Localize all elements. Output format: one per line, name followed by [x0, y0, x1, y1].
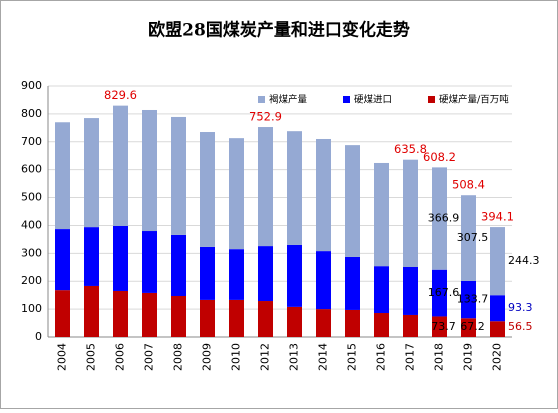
bar-segment — [171, 116, 186, 235]
bar-segment — [200, 246, 215, 300]
bar-segment — [490, 227, 505, 296]
y-tick-label: 600 — [21, 163, 42, 176]
x-tick-label: 2019 — [462, 343, 475, 371]
bar-segment — [113, 290, 128, 337]
bar-segment — [229, 249, 244, 300]
bar-segment — [461, 195, 476, 281]
bar-segment — [432, 167, 447, 270]
legend-label: 褐煤产量 — [269, 94, 308, 106]
value-label: 244.3 — [508, 254, 540, 267]
x-tick-label: 2016 — [375, 343, 388, 371]
value-label: 133.7 — [457, 293, 489, 306]
bar-segment — [287, 244, 302, 307]
y-tick-label: 700 — [21, 135, 42, 148]
value-label: 67.2 — [460, 320, 485, 333]
bar-segment — [113, 105, 128, 227]
bar-segment — [258, 246, 273, 302]
y-tick-label: 100 — [21, 302, 42, 315]
total-label: 508.4 — [452, 178, 485, 192]
chart-title: 欧盟28国煤炭产量和进口变化走势 — [148, 20, 410, 41]
x-tick-label: 2008 — [172, 343, 185, 371]
bar-segment — [374, 266, 389, 314]
bar-segment — [490, 321, 505, 337]
x-tick-label: 2005 — [85, 343, 98, 371]
y-tick-label: 400 — [21, 218, 42, 231]
bar-segment — [461, 318, 476, 337]
bar-segment — [316, 251, 331, 310]
bar-segment — [55, 229, 70, 291]
y-tick-label: 200 — [21, 274, 42, 287]
value-label: 56.5 — [508, 320, 533, 333]
x-tick-label: 2012 — [259, 343, 272, 371]
bar-segment — [200, 299, 215, 337]
bar-segment — [55, 122, 70, 230]
x-tick-label: 2010 — [230, 343, 243, 371]
bar-segment — [345, 256, 360, 310]
total-label: 752.9 — [249, 110, 282, 124]
bar-segment — [113, 226, 128, 291]
x-tick-label: 2018 — [433, 343, 446, 371]
bar-segment — [403, 266, 418, 315]
y-tick-label: 0 — [35, 330, 42, 343]
y-tick-label: 900 — [21, 79, 42, 92]
value-label: 73.7 — [431, 320, 456, 333]
bar-segment — [258, 301, 273, 337]
legend-swatch — [343, 96, 350, 103]
total-label: 608.2 — [423, 150, 456, 164]
bar-segment — [142, 292, 157, 337]
x-tick-label: 2007 — [143, 343, 156, 371]
x-tick-label: 2006 — [114, 343, 127, 371]
x-tick-label: 2015 — [346, 343, 359, 371]
bar-segment — [432, 269, 447, 317]
bar-segment — [55, 290, 70, 337]
bar-segment — [171, 296, 186, 337]
bar-segment — [432, 316, 447, 337]
bar-segment — [316, 309, 331, 337]
value-label: 366.9 — [428, 212, 460, 225]
x-tick-label: 2014 — [317, 343, 330, 371]
bar-segment — [84, 118, 99, 228]
value-label: 167.6 — [428, 286, 460, 299]
bar-segment — [461, 280, 476, 319]
x-tick-label: 2017 — [404, 343, 417, 371]
bar-segment — [142, 109, 157, 232]
bar-segment — [84, 285, 99, 337]
bar-segment — [200, 132, 215, 247]
legend-swatch — [428, 96, 435, 103]
bar-segment — [403, 159, 418, 267]
bar-segment — [287, 306, 302, 337]
bar-segment — [345, 145, 360, 257]
bar-segment — [258, 127, 273, 247]
bar-segment — [403, 314, 418, 337]
bar-segment — [229, 138, 244, 250]
bar-segment — [287, 131, 302, 245]
x-tick-label: 2004 — [56, 343, 69, 371]
legend-swatch — [258, 96, 265, 103]
y-tick-label: 800 — [21, 107, 42, 120]
bar-segment — [171, 234, 186, 297]
bar-segment — [374, 313, 389, 337]
legend-label: 硬煤产量/百万吨 — [439, 94, 509, 106]
bar-segment — [316, 138, 331, 252]
legend-label: 硬煤进口 — [354, 94, 392, 106]
x-tick-label: 2013 — [288, 343, 301, 371]
bar-segment — [345, 309, 360, 337]
x-tick-label: 2009 — [201, 343, 214, 371]
total-label: 394.1 — [481, 210, 514, 224]
bar-segment — [229, 299, 244, 337]
x-tick-label: 2020 — [491, 343, 504, 371]
value-label: 93.3 — [508, 301, 533, 314]
bar-segment — [490, 295, 505, 322]
total-label: 829.6 — [104, 88, 137, 102]
total-label: 635.8 — [394, 142, 427, 156]
bar-segment — [374, 162, 389, 267]
bar-segment — [84, 227, 99, 286]
y-tick-label: 500 — [21, 191, 42, 204]
y-tick-label: 300 — [21, 246, 42, 259]
value-label: 307.5 — [457, 231, 489, 244]
bar-segment — [142, 231, 157, 293]
